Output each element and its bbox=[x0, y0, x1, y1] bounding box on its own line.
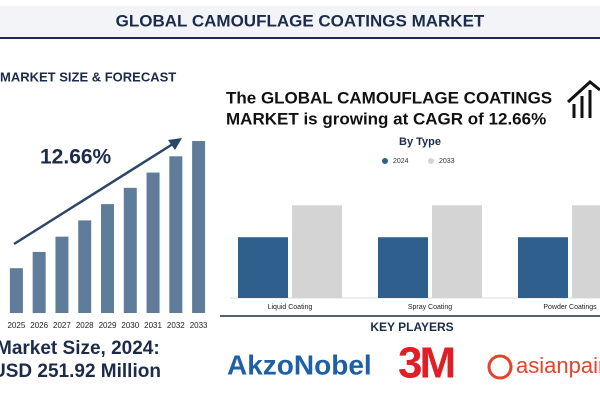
bar bbox=[432, 205, 482, 298]
bar bbox=[192, 141, 206, 313]
bar bbox=[169, 156, 183, 313]
legend-label: 2033 bbox=[439, 158, 455, 165]
bar bbox=[123, 187, 137, 313]
key-players-heading: KEY PLAYERS bbox=[370, 320, 453, 334]
x-tick-label: 2032 bbox=[167, 321, 185, 330]
x-tick-label: 2031 bbox=[144, 321, 162, 330]
bar bbox=[9, 268, 23, 313]
header-band bbox=[0, 6, 600, 38]
bar bbox=[378, 237, 428, 298]
bar bbox=[78, 220, 92, 313]
x-tick-label: 2030 bbox=[121, 321, 139, 330]
headline: MARKET is growing at CAGR of 12.66% bbox=[226, 109, 546, 128]
logo-akzonobel: AkzoNobel bbox=[227, 349, 372, 380]
x-tick-label: Powder Coatings bbox=[543, 304, 597, 311]
x-tick-label: 2029 bbox=[99, 321, 117, 330]
x-tick-label: 2026 bbox=[30, 321, 48, 330]
x-tick-label: 2027 bbox=[53, 321, 71, 330]
bar bbox=[101, 204, 114, 313]
bar bbox=[32, 251, 46, 313]
logo-asianpaints: asianpaints bbox=[516, 353, 600, 378]
bar bbox=[55, 236, 69, 313]
bar bbox=[238, 237, 288, 298]
logo-3m: 3M bbox=[398, 339, 453, 388]
left-heading: MARKET SIZE & FORECAST bbox=[0, 69, 176, 84]
x-tick-label: Liquid Coating bbox=[268, 304, 313, 311]
trend-arrow bbox=[13, 140, 177, 246]
bar bbox=[518, 237, 568, 298]
logo-icon bbox=[487, 354, 513, 380]
x-tick-label: Spray Coating bbox=[408, 304, 452, 311]
market-size-value: USD 251.92 Million bbox=[0, 361, 161, 382]
bar bbox=[292, 205, 342, 298]
header-title: GLOBAL CAMOUFLAGE COATINGS MARKET bbox=[116, 11, 485, 30]
legend-label: 2024 bbox=[393, 158, 409, 165]
bar bbox=[572, 205, 600, 298]
market-size-label: Market Size, 2024: bbox=[0, 338, 160, 359]
x-tick-label: 2025 bbox=[7, 321, 25, 330]
growth-icon bbox=[566, 80, 600, 118]
x-tick-label: 2033 bbox=[190, 321, 208, 330]
trend-arrowhead bbox=[168, 138, 182, 150]
annotation: 12.66% bbox=[40, 146, 112, 169]
chart-title: By Type bbox=[399, 136, 441, 148]
x-tick-label: 2028 bbox=[76, 321, 94, 330]
headline: The GLOBAL CAMOUFLAGE COATINGS bbox=[226, 88, 552, 107]
legend-swatch bbox=[428, 158, 434, 164]
bar bbox=[146, 172, 160, 313]
legend-swatch bbox=[382, 158, 388, 164]
